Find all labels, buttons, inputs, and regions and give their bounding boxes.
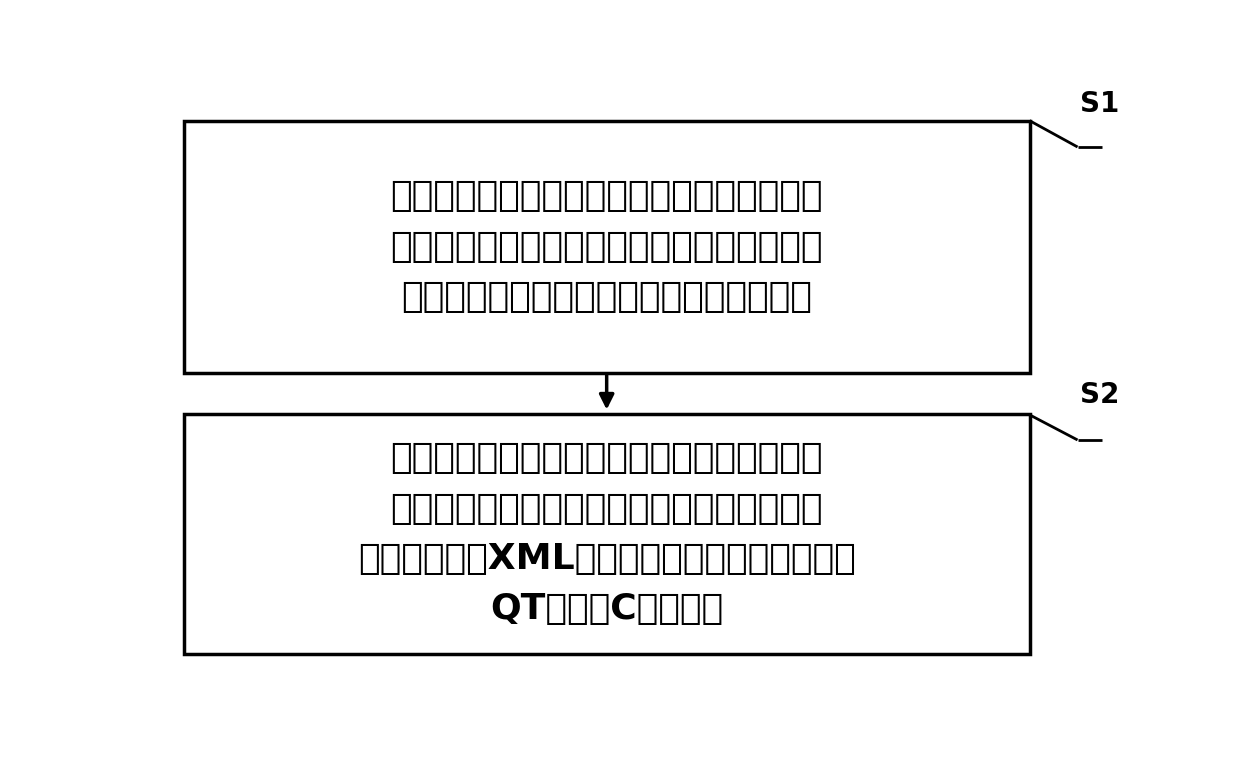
Text: S1: S1 <box>1080 90 1120 118</box>
FancyBboxPatch shape <box>184 414 1029 654</box>
FancyBboxPatch shape <box>184 121 1029 373</box>
Text: S2: S2 <box>1080 381 1120 409</box>
Text: 通过可视化编辑工具将模型实例化，进而生成
变电站仿真二次回路，并将元件数学模型库的
库文件设置为XML格式；可视化编辑工具是基于
QT框架的C语言编写: 通过可视化编辑工具将模型实例化，进而生成 变电站仿真二次回路，并将元件数学模型库… <box>358 441 856 626</box>
Text: 根据二次回路元件属性，将变电站二次回路仿
真建模的模型系统分成图模一体化并指向具体
一类元件的三级模型，建立元件数学模型库: 根据二次回路元件属性，将变电站二次回路仿 真建模的模型系统分成图模一体化并指向具… <box>391 180 823 314</box>
